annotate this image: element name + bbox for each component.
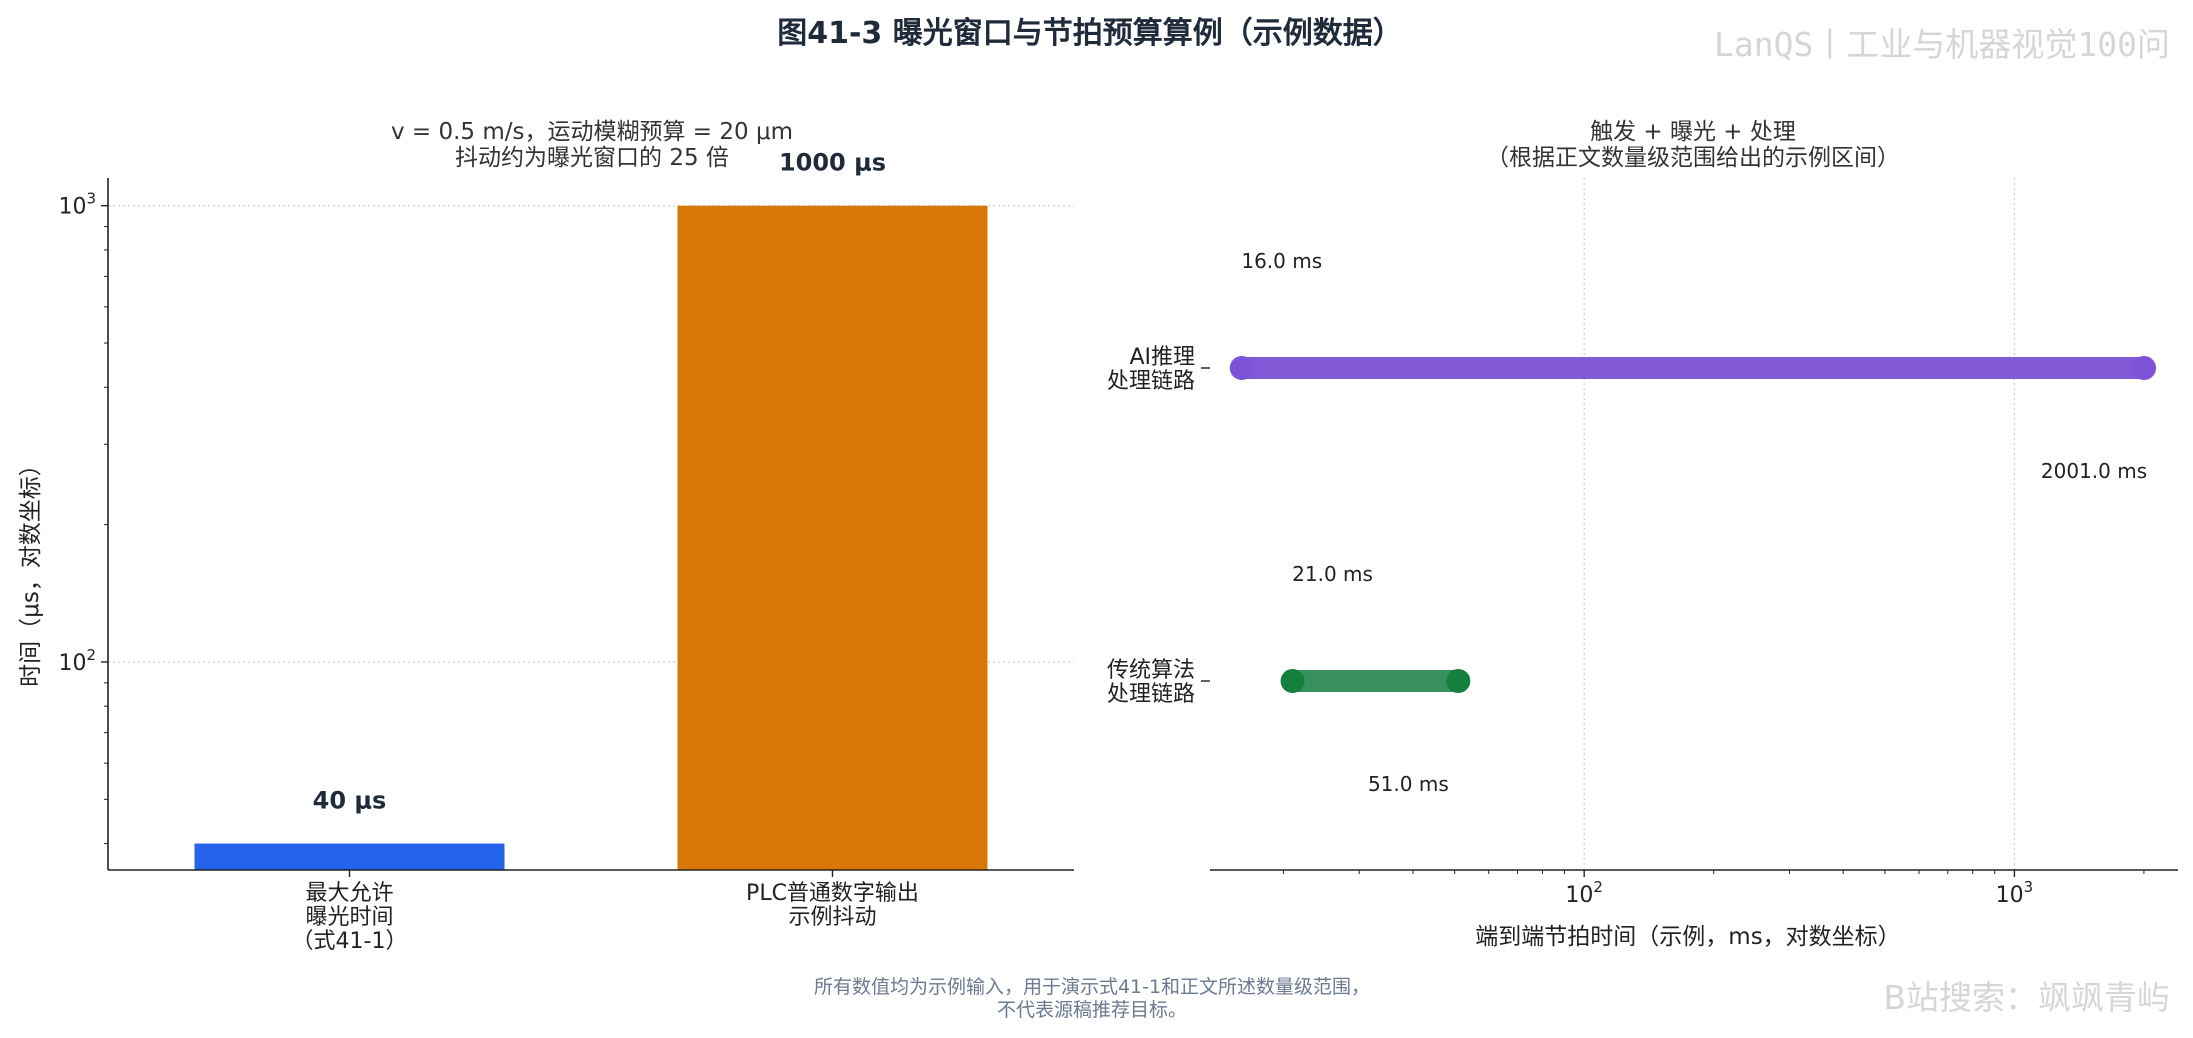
left-ytick-label-1: 103 [58,190,96,220]
watermark-bottom: B站搜索：飒飒青屿 [1883,978,2170,1017]
figure-title: 图41-3 曝光窗口与节拍预算算例（示例数据） [777,16,1403,51]
left-subtitle-line-2: 抖动约为曝光窗口的 25 倍 [455,145,729,171]
range-min-label-0: 16.0 ms [1241,249,1322,273]
footnote-line-2: 不代表源稿推荐目标。 [997,999,1187,1021]
range-min-dot-0 [1229,356,1254,380]
left-xtick-label-0-1: 曝光时间 [305,905,393,930]
right-x-axis-label: 端到端节拍时间（示例，ms，对数坐标） [1475,924,1900,950]
range-max-label-0: 2001.0 ms [2041,459,2147,483]
range-min-dot-1 [1280,669,1305,693]
right-range-chart: 触发 + 曝光 + 处理 （根据正文数量级范围给出的示例区间） 端到端节拍时间（… [1107,119,2178,950]
left-xtick-label-1-0: PLC普通数字输出 [746,881,919,906]
range-max-dot-1 [1446,669,1471,693]
left-xtick-label-1-1: 示例抖动 [788,905,876,930]
right-xtick-label-0: 102 [1565,878,1603,908]
watermark-top: LanQS丨工业与机器视觉100问 [1714,25,2170,64]
right-ytick-label-0-0: AI推理 [1129,345,1195,370]
range-max-label-1: 51.0 ms [1368,772,1449,796]
left-y-axis-label: 时间（μs，对数坐标） [18,453,44,687]
right-ytick-label-1-1: 处理链路 [1107,682,1195,707]
left-xtick-label-0-0: 最大允许 [305,881,393,906]
right-subtitle-line-1: 触发 + 曝光 + 处理 [1590,119,1796,145]
left-ytick-label-0: 102 [58,646,96,676]
bar-1 [677,205,988,871]
right-xtick-label-1: 103 [1996,878,2034,908]
footnote-line-1: 所有数值均为示例输入，用于演示式41-1和正文所述数量级范围， [814,976,1370,998]
right-ytick-label-0-1: 处理链路 [1107,369,1195,394]
right-ytick-label-1-0: 传统算法 [1107,658,1195,683]
range-min-label-1: 21.0 ms [1292,562,1373,586]
bar-value-label-0: 40 μs [313,787,387,815]
left-subtitle-line-1: v = 0.5 m/s，运动模糊预算 = 20 μm [391,119,793,145]
left-bar-chart: v = 0.5 m/s，运动模糊预算 = 20 μm 抖动约为曝光窗口的 25 … [18,119,1074,954]
bar-0 [194,843,505,870]
left-xtick-label-0-2: （式41-1） [292,929,408,954]
bar-value-label-1: 1000 μs [779,149,886,177]
right-subtitle-line-2: （根据正文数量级范围给出的示例区间） [1486,145,1900,171]
range-max-dot-0 [2132,356,2157,380]
